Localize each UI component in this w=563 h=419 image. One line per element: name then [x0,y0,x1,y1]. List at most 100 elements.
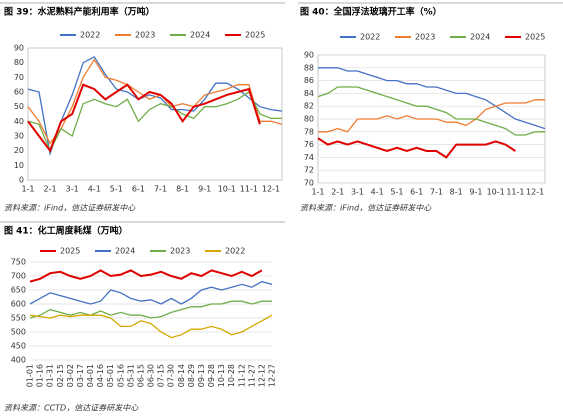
x-tick-label: 4-1 [88,185,101,194]
y-tick-label: 50 [14,102,24,111]
x-tick-label: 08-29 [187,364,196,387]
y-tick-label: 0 [19,176,24,185]
x-tick-label: 5-1 [110,185,123,194]
x-tick-label: 07-30 [167,364,176,387]
y-tick-label: 60 [14,88,24,97]
x-tick-label: 6-1 [132,185,145,194]
y-tick-label: 600 [11,300,26,309]
y-tick-label: 30 [14,132,24,141]
y-tick-label: 20 [14,146,24,155]
x-tick-label: 12-1 [526,188,544,197]
x-tick-label: 12-1 [262,185,280,194]
chart-title: 图 40：全国浮法玻璃开工率（%） [300,6,442,18]
series-line [318,99,545,133]
series-line [318,67,546,130]
source: 资料来源：iFind，信达证券研发中心 [300,204,432,213]
y-tick-label: 40 [14,117,24,126]
series-line [317,137,516,159]
source: 资料来源：CCTD，信达证券研发中心 [4,404,139,413]
series-line [29,314,273,339]
y-tick-label: 550 [11,314,26,323]
y-tick-label: 500 [11,328,26,337]
x-tick-label: 09-28 [207,364,216,387]
legend-label: 2022 [80,31,100,40]
x-tick-label: 05-16 [116,364,125,387]
x-tick-label: 10-28 [227,364,236,387]
x-tick-label: 10-1 [218,185,236,194]
chart-title: 图 41：化工周度耗煤（万吨） [4,225,128,237]
x-tick-label: 05-31 [126,364,135,387]
y-tick-label: 80 [304,115,314,124]
y-tick-label: 700 [11,272,26,281]
plot-frame [27,47,283,181]
x-tick-label: 8-1 [176,185,189,194]
x-tick-label: 9-1 [198,185,211,194]
x-tick-label: 06-30 [147,364,156,387]
x-tick-label: 6-1 [410,188,423,197]
legend-label: 2024 [190,31,210,40]
y-tick-label: 84 [304,89,314,98]
y-tick-label: 86 [304,76,314,85]
y-tick-label: 400 [11,356,26,365]
x-tick-label: 07-15 [157,364,166,387]
y-tick-label: 10 [14,161,24,170]
x-tick-label: 01-01 [26,364,35,387]
source: 资料来源：iFind，信达证券研发中心 [4,204,136,213]
series-line [29,280,273,305]
x-tick-label: 7-1 [430,188,443,197]
y-tick-label: 82 [304,102,314,111]
x-tick-label: 06-15 [136,364,145,387]
legend-label: 2024 [115,247,135,256]
x-tick-label: 12-12 [257,364,266,387]
x-tick-label: 1-1 [21,185,34,194]
y-tick-label: 80 [14,58,24,67]
x-tick-label: 03-02 [66,364,75,387]
x-tick-label: 01-31 [46,364,55,387]
x-tick-label: 5-1 [390,188,403,197]
y-tick-label: 88 [304,63,314,72]
y-tick-label: 72 [304,166,314,175]
x-tick-label: 2-1 [331,188,344,197]
x-tick-label: 10-1 [487,188,505,197]
x-tick-label: 04-16 [96,364,105,387]
legend-label: 2025 [245,31,265,40]
legend-label: 2024 [470,33,490,42]
x-tick-label: 05-01 [106,364,115,387]
series-line [27,91,282,153]
x-tick-label: 02-15 [56,364,65,387]
x-tick-label: 4-1 [371,188,384,197]
series-line [27,83,261,153]
series-line [29,269,263,283]
series-line [27,58,283,145]
x-tick-label: 11-1 [240,185,258,194]
x-tick-label: 9-1 [469,188,482,197]
x-tick-label: 3-1 [351,188,364,197]
y-tick-label: 90 [14,44,24,53]
x-tick-label: 7-1 [154,185,167,194]
x-tick-label: 09-13 [197,364,206,387]
legend-label: 2025 [60,247,80,256]
series-line [29,300,272,319]
legend-label: 2023 [135,31,155,40]
y-tick-label: 76 [304,140,314,149]
y-tick-label: 650 [11,286,26,295]
x-tick-label: 11-12 [237,364,246,387]
y-tick-label: 70 [304,179,314,188]
y-tick-label: 74 [304,153,314,162]
x-tick-label: 11-27 [247,364,256,387]
x-tick-label: 1-1 [311,188,324,197]
x-tick-label: 10-13 [217,364,226,387]
y-tick-label: 450 [11,342,26,351]
x-tick-label: 11-1 [506,188,524,197]
x-tick-label: 03-17 [76,364,85,387]
x-tick-label: 3-1 [66,185,79,194]
series-line [27,55,283,157]
y-tick-label: 78 [304,127,314,136]
y-tick-label: 90 [304,51,314,60]
x-tick-label: 04-01 [86,364,95,387]
x-tick-label: 12-27 [268,364,277,387]
y-tick-label: 750 [11,258,26,267]
chart-title: 图 39：水泥熟料产能利用率（万吨） [4,6,155,18]
x-tick-label: 01-16 [36,364,45,387]
